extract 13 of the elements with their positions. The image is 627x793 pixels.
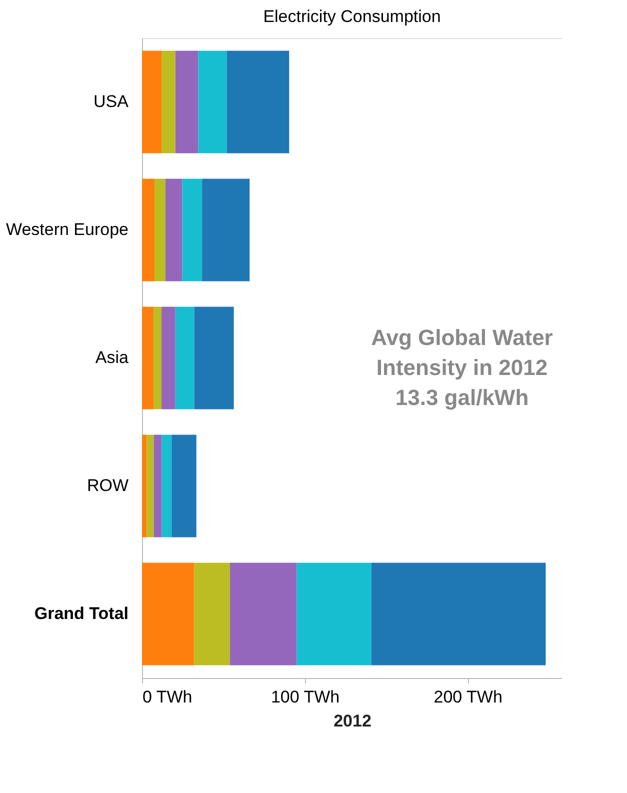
y-tick-label: ROW — [86, 476, 128, 495]
chart-title: Electricity Consumption — [263, 7, 441, 26]
annotation: Avg Global Water — [371, 325, 554, 350]
annotation: Intensity in 2012 — [376, 355, 548, 380]
annotation: 13.3 gal/kWh — [395, 385, 529, 410]
y-tick-label: Western Europe — [6, 220, 128, 239]
x-axis-title: 2012 — [334, 712, 372, 730]
y-tick-label: Asia — [95, 348, 130, 367]
x-tick-label: 100 TWh — [270, 688, 340, 706]
y-tick-label: Grand Total — [34, 604, 128, 623]
x-tick-label: 0 TWh — [142, 688, 192, 706]
y-tick-label: USA — [94, 92, 130, 111]
x-tick-label: 200 TWh — [434, 688, 502, 706]
